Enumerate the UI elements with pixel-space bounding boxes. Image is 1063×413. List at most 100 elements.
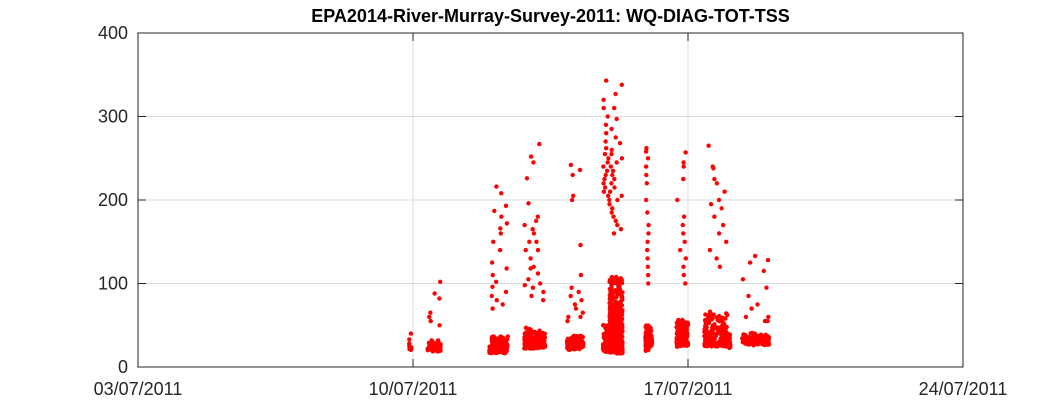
- data-point: [615, 197, 620, 203]
- data-point: [676, 317, 681, 323]
- data-point: [702, 317, 708, 323]
- data-point: [613, 91, 618, 97]
- data-point: [758, 332, 764, 337]
- data-point: [761, 334, 767, 339]
- data-point: [609, 274, 615, 280]
- data-point: [614, 323, 619, 328]
- data-point: [643, 149, 649, 154]
- data-point: [645, 264, 651, 269]
- data-point: [728, 342, 733, 347]
- data-point: [490, 346, 495, 351]
- data-point: [578, 242, 583, 248]
- data-point: [612, 185, 617, 190]
- data-point: [618, 329, 624, 335]
- data-point: [613, 295, 618, 300]
- data-point: [601, 164, 606, 169]
- data-point: [612, 105, 617, 111]
- data-point: [522, 331, 527, 336]
- data-point: [614, 160, 619, 165]
- data-point: [702, 333, 707, 339]
- data-point: [647, 333, 652, 338]
- data-point: [408, 331, 414, 336]
- data-point: [681, 272, 686, 278]
- data-point: [616, 291, 622, 297]
- data-point: [528, 339, 534, 344]
- data-point: [608, 286, 614, 292]
- data-point: [678, 247, 683, 253]
- data-point: [609, 126, 614, 132]
- data-point: [534, 239, 539, 244]
- data-point: [719, 206, 724, 211]
- data-point: [752, 253, 758, 259]
- data-point: [531, 231, 537, 236]
- data-point: [619, 333, 624, 338]
- data-point: [604, 131, 609, 136]
- data-point: [716, 328, 721, 333]
- x-axis: 03/07/2011 10/07/2011 17/07/2011 24/07/2011: [94, 33, 1007, 399]
- data-point: [604, 347, 609, 352]
- data-point: [722, 324, 728, 329]
- data-point: [645, 239, 650, 244]
- data-point: [647, 337, 652, 342]
- data-point: [612, 316, 617, 321]
- data-point: [578, 272, 584, 278]
- data-point: [681, 338, 686, 343]
- data-point: [620, 325, 625, 330]
- data-point: [766, 341, 771, 347]
- data-point: [438, 279, 443, 284]
- data-point: [606, 156, 611, 161]
- data-point: [437, 323, 442, 328]
- data-point: [526, 201, 531, 206]
- data-point: [755, 342, 761, 347]
- data-point: [752, 331, 757, 336]
- data-point: [504, 221, 510, 226]
- data-point: [680, 317, 685, 323]
- data-point: [493, 344, 498, 349]
- data-point: [740, 277, 746, 282]
- data-point: [714, 256, 719, 261]
- data-point: [674, 338, 679, 343]
- data-point: [707, 247, 713, 253]
- data-point: [500, 346, 505, 351]
- data-point: [685, 340, 690, 345]
- data-point: [603, 139, 608, 144]
- data-point: [683, 150, 688, 155]
- data-point: [619, 193, 624, 198]
- data-point: [754, 338, 760, 343]
- data-point: [722, 189, 727, 194]
- data-point: [435, 344, 441, 349]
- data-point: [611, 231, 617, 236]
- y-tick-label: 300: [98, 107, 128, 127]
- data-point: [608, 294, 613, 300]
- data-point: [681, 160, 686, 165]
- data-point: [677, 330, 683, 336]
- data-point: [489, 260, 495, 265]
- data-point: [747, 337, 752, 343]
- data-point: [604, 168, 610, 173]
- data-point: [500, 302, 505, 307]
- data-point: [540, 330, 546, 336]
- data-point: [524, 176, 530, 181]
- data-point: [573, 345, 579, 351]
- data-point: [569, 197, 575, 203]
- data-point: [580, 310, 585, 315]
- data-point: [576, 339, 581, 345]
- data-point: [503, 289, 509, 295]
- data-point: [569, 335, 574, 340]
- data-point: [714, 181, 720, 186]
- data-point: [577, 167, 583, 173]
- data-point: [714, 315, 720, 320]
- y-tick-label: 100: [98, 274, 128, 294]
- data-point: [645, 272, 651, 278]
- data-point: [682, 239, 687, 244]
- data-point: [605, 160, 610, 165]
- data-point: [531, 330, 537, 335]
- data-point: [619, 82, 624, 88]
- data-point: [407, 337, 412, 342]
- data-point: [714, 331, 719, 337]
- data-point: [608, 324, 614, 329]
- data-point: [490, 284, 495, 289]
- data-point: [716, 197, 722, 203]
- data-point: [746, 293, 751, 299]
- data-point: [644, 172, 649, 178]
